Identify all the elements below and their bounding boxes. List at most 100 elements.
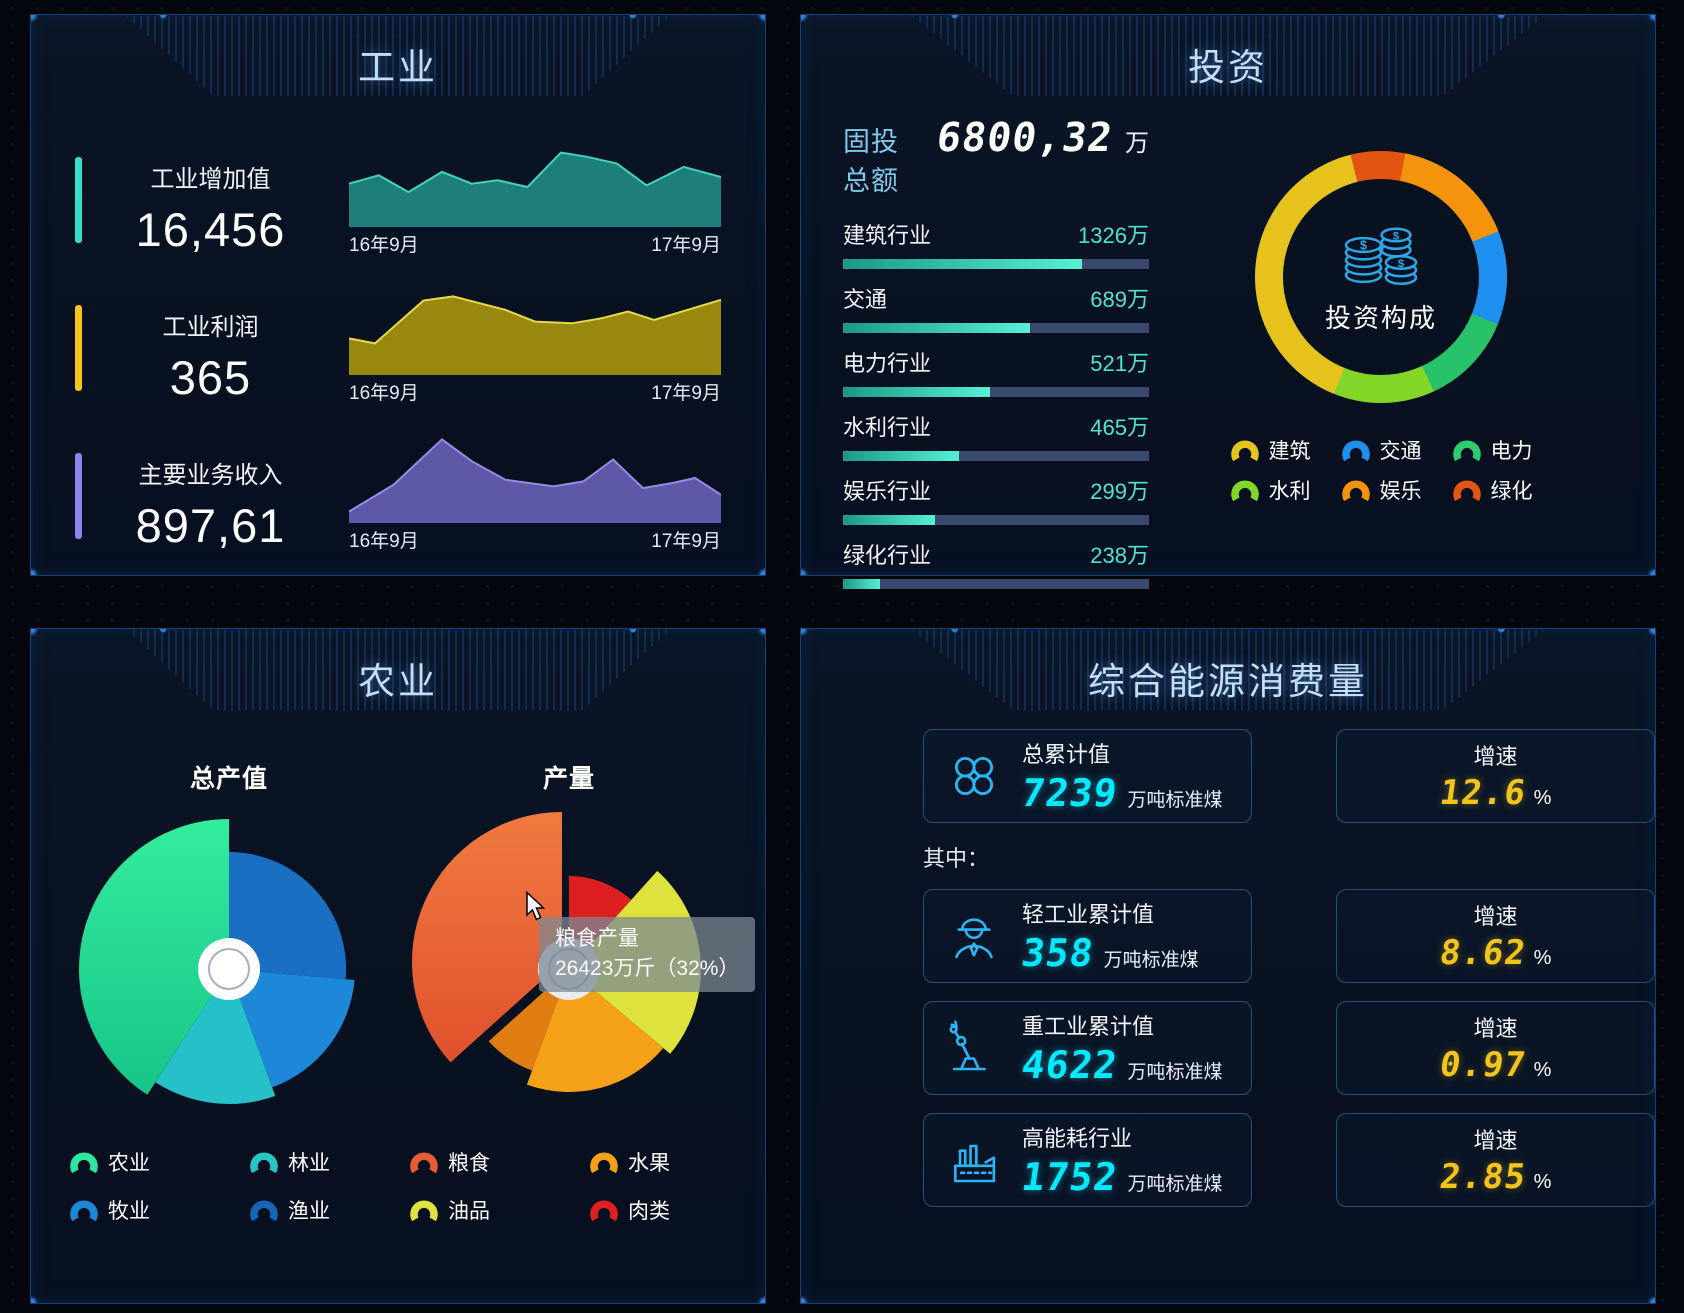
fan-icon — [1452, 479, 1481, 501]
legend-item-渔业[interactable]: 渔业 — [249, 1195, 389, 1225]
invest-donut-label: 投资构成 — [1324, 302, 1437, 333]
pie-slice-农业[interactable] — [78, 819, 229, 1095]
energy-unit: 万吨标准煤 — [1127, 1062, 1223, 1083]
panel-agriculture-header: 农业 — [31, 629, 765, 721]
industry-stat-block: 工业利润 365 — [75, 301, 335, 405]
pie-slice-渔业[interactable] — [229, 852, 347, 980]
pie-slice-牧业[interactable] — [229, 969, 355, 1088]
legend-label: 交通 — [1379, 440, 1422, 463]
invest-bar-value: 1326万 — [1078, 223, 1149, 248]
legend-label: 娱乐 — [1379, 480, 1422, 503]
invest-bar-value: 521万 — [1090, 351, 1149, 376]
legend-item-农业[interactable]: 农业 — [69, 1147, 209, 1177]
growth-label: 增速 — [1473, 904, 1518, 929]
invest-bar-value: 465万 — [1090, 415, 1149, 440]
x-axis-end-label: 17年9月 — [651, 383, 721, 404]
panel-invest: 投资 固投总额 6800,32 万 建筑行业 1326万 交通 689万 — [800, 14, 1656, 589]
invest-bar-row[interactable]: 建筑行业 1326万 — [843, 218, 1149, 269]
pie-slice-林业[interactable] — [155, 969, 276, 1105]
energy-value-row: 358 万吨标准煤 — [1018, 931, 1199, 975]
legend-item-绿化[interactable]: 绿化 — [1452, 475, 1533, 505]
fan-icon — [250, 1151, 278, 1173]
x-axis: 16年9月 17年9月 — [349, 378, 721, 405]
industry-area-chart[interactable]: 16年9月 17年9月 — [349, 283, 721, 405]
legend-item-娱乐[interactable]: 娱乐 — [1341, 475, 1422, 505]
invest-bar-label: 交通 — [843, 287, 888, 312]
growth-label: 增速 — [1473, 1128, 1518, 1153]
legend-label: 绿化 — [1490, 480, 1533, 503]
x-axis-end-label: 17年9月 — [651, 531, 721, 552]
legend-item-粮食[interactable]: 粮食 — [409, 1147, 549, 1177]
legend-item-交通[interactable]: 交通 — [1341, 435, 1422, 465]
stat-text: 主要业务收入 897,61 — [86, 449, 335, 553]
stat-color-bar — [75, 305, 82, 391]
energy-text: 重工业累计值 4622 万吨标准煤 — [1018, 1009, 1223, 1087]
legend-item-水利[interactable]: 水利 — [1230, 475, 1311, 505]
energy-growth-box: 增速 12.6 % — [1336, 729, 1655, 823]
pie-slice-粮食[interactable] — [411, 812, 562, 1063]
energy-subnote: 其中： — [923, 846, 990, 871]
pie-title-production: 产量 — [542, 765, 595, 793]
legend-item-水果[interactable]: 水果 — [589, 1147, 729, 1177]
svg-text:$: $ — [1393, 230, 1400, 242]
invest-bar-value: 689万 — [1090, 287, 1149, 312]
legend-item-电力[interactable]: 电力 — [1452, 435, 1533, 465]
legend-label: 牧业 — [108, 1200, 150, 1223]
invest-bar-track — [843, 579, 1149, 589]
legend-item-牧业[interactable]: 牧业 — [69, 1195, 209, 1225]
invest-bar-row[interactable]: 电力行业 521万 — [843, 346, 1149, 397]
energy-label: 总累计值 — [1022, 742, 1111, 767]
invest-bar-value: 238万 — [1090, 543, 1149, 568]
invest-donut[interactable]: $ $ $ 投资构成 — [1255, 151, 1507, 403]
legend-label: 渔业 — [288, 1200, 330, 1223]
fan-icon — [410, 1151, 438, 1173]
energy-label: 轻工业累计值 — [1022, 902, 1155, 927]
pie-output-value[interactable] — [59, 799, 399, 1139]
stat-text: 工业利润 365 — [86, 301, 335, 405]
industry-area-chart[interactable]: 16年9月 17年9月 — [349, 431, 721, 553]
invest-bar-fill — [843, 579, 880, 589]
invest-bar-row[interactable]: 水利行业 465万 — [843, 410, 1149, 461]
legend-item-林业[interactable]: 林业 — [249, 1147, 389, 1177]
stat-color-bar — [75, 157, 82, 243]
industry-area-chart[interactable]: 16年9月 17年9月 — [349, 135, 721, 257]
stat-value: 365 — [169, 351, 252, 404]
fan-icon — [590, 1199, 618, 1221]
legend-item-油品[interactable]: 油品 — [409, 1195, 549, 1225]
invest-bar-track — [843, 515, 1149, 525]
energy-value-box: 高能耗行业 1752 万吨标准煤 — [923, 1113, 1253, 1207]
energy-row: 高能耗行业 1752 万吨标准煤 增速 2.85 % — [923, 1113, 1655, 1207]
invest-bar-fill — [843, 259, 1082, 269]
invest-bar-row[interactable]: 绿化行业 238万 — [843, 538, 1149, 589]
area-chart-svg — [349, 295, 721, 375]
energy-growth-box: 增速 8.62 % — [1336, 889, 1655, 983]
growth-value-row: 8.62 % — [1437, 933, 1551, 973]
stat-value: 897,61 — [135, 499, 286, 552]
panel-energy-header: 综合能源消费量 — [801, 629, 1655, 721]
energy-value: 4622 — [1018, 1043, 1121, 1087]
x-axis-start-label: 16年9月 — [349, 531, 419, 552]
legend-label: 粮食 — [448, 1152, 490, 1175]
pie-slice-水果[interactable] — [526, 969, 664, 1093]
agriculture-output-value-block: 总产值 农业 — [59, 721, 399, 1225]
legend-item-肉类[interactable]: 肉类 — [589, 1195, 729, 1225]
legend-label: 农业 — [108, 1152, 150, 1175]
energy-value-row: 1752 万吨标准煤 — [1019, 1155, 1223, 1199]
energy-row: 轻工业累计值 358 万吨标准煤 增速 8.62 % — [923, 889, 1655, 983]
invest-bar-row[interactable]: 娱乐行业 299万 — [843, 474, 1149, 525]
energy-unit: 万吨标准煤 — [1127, 1174, 1223, 1195]
percent-sign: % — [1533, 1171, 1552, 1193]
invest-bar-fill — [843, 323, 1030, 333]
fan-icon — [1341, 439, 1370, 461]
panel-industry: 工业 工业增加值 16,456 16年9月 17年9月 工业利润 — [30, 14, 766, 576]
pie-production[interactable]: 粮食产量 26423万斤（32%） — [399, 799, 756, 1139]
growth-value-row: 12.6 % — [1437, 773, 1551, 813]
pie-slice-水果[interactable] — [488, 969, 569, 1071]
invest-bar-fill — [843, 387, 990, 397]
invest-bar-row[interactable]: 交通 689万 — [843, 282, 1149, 333]
energy-value: 358 — [1018, 931, 1097, 975]
legend-item-建筑[interactable]: 建筑 — [1230, 435, 1311, 465]
industry-stat-block: 主要业务收入 897,61 — [75, 449, 335, 553]
invest-bars-column: 固投总额 6800,32 万 建筑行业 1326万 交通 689万 电力行业 5… — [843, 107, 1149, 602]
